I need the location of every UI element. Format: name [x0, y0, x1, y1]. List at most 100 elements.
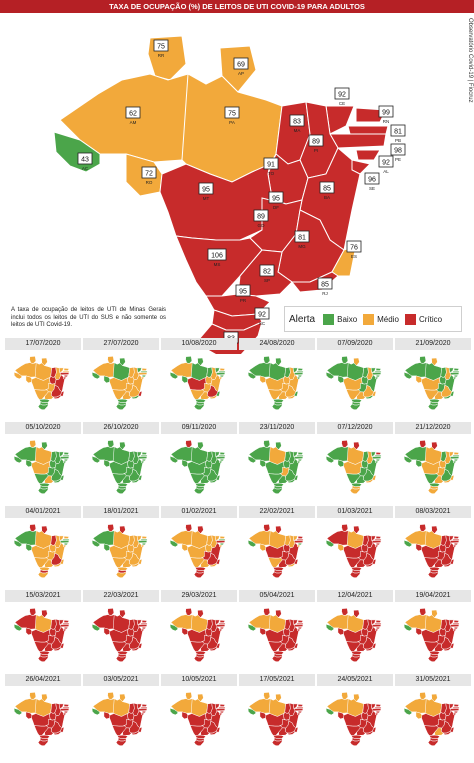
main-map: 75 RR 69 AP 62 AM 75 PA 43 AC 72 RO 83 MA 92 CE 99 RN 81 PB… [53, 35, 406, 354]
state-label-df: 95 DF [268, 191, 284, 210]
small-state-es [215, 390, 221, 397]
small-map [325, 524, 382, 578]
small-state-rj [442, 647, 452, 652]
state-al [355, 149, 381, 161]
small-map-date: 10/08/2020 [161, 338, 237, 350]
small-state-rs [37, 571, 49, 578]
small-map-cell: 24/08/2020 [239, 338, 315, 420]
state-label-pa: 75 PA [224, 106, 240, 125]
small-map-date: 17/07/2020 [5, 338, 81, 350]
small-state-al [219, 542, 225, 546]
small-state-es [215, 558, 221, 565]
small-map-cell: 01/03/2021 [317, 506, 393, 588]
small-map-cell: 10/05/2021 [161, 674, 237, 756]
small-state-ap [41, 693, 48, 702]
state-label-ap: 69 AP [233, 57, 249, 76]
small-state-ac [13, 455, 22, 464]
small-state-rr [107, 440, 115, 448]
small-state-rr [341, 608, 349, 616]
small-state-es [59, 474, 65, 481]
value-box [268, 191, 284, 204]
small-state-rs [349, 739, 361, 746]
small-state-ap [119, 441, 126, 450]
small-state-mt [265, 713, 285, 727]
small-state-al [297, 626, 303, 630]
small-state-rs [193, 487, 205, 494]
state-value: 82 [263, 269, 271, 276]
small-state-rr [185, 440, 193, 448]
small-state-al [297, 710, 303, 714]
small-state-rr [341, 524, 349, 532]
small-map [13, 692, 70, 746]
small-state-rn [453, 535, 460, 539]
state-value: 85 [321, 282, 329, 289]
small-state-al [141, 374, 147, 378]
small-state-ac [91, 539, 100, 548]
state-abbr: SC [259, 321, 266, 326]
small-state-rr [419, 692, 427, 700]
legend-item-baixo: Baixo [323, 313, 357, 325]
small-map-cell: 31/05/2021 [395, 674, 471, 756]
small-state-rr [107, 356, 115, 364]
state-label-sc: 92 SC [254, 307, 270, 326]
small-state-rs [115, 403, 127, 410]
small-state-mt [421, 629, 441, 643]
small-map [169, 356, 226, 410]
small-state-ac [169, 455, 178, 464]
state-value: 75 [157, 44, 165, 51]
small-state-al [375, 374, 381, 378]
small-map [169, 524, 226, 578]
state-label-to: 91 TO [263, 157, 279, 176]
small-map-cell: 29/03/2021 [161, 590, 237, 672]
small-state-ac [247, 455, 256, 464]
small-map-cell: 26/10/2020 [83, 422, 159, 504]
small-state-al [453, 542, 459, 546]
state-rn [355, 107, 387, 123]
state-value: 95 [202, 187, 210, 194]
small-state-rn [63, 367, 70, 371]
small-state-rj [442, 563, 452, 568]
small-state-rj [286, 731, 296, 736]
small-state-al [219, 626, 225, 630]
state-value: 75 [228, 111, 236, 118]
small-state-mt [31, 461, 51, 475]
small-state-rj [364, 395, 374, 400]
state-abbr: RO [146, 180, 153, 185]
small-map-date: 01/02/2021 [161, 506, 237, 518]
small-state-rr [263, 692, 271, 700]
small-state-al [141, 626, 147, 630]
small-state-rj [364, 563, 374, 568]
small-state-rs [349, 403, 361, 410]
small-state-ac [325, 539, 334, 548]
small-map-date: 12/04/2021 [317, 590, 393, 602]
value-box [233, 57, 249, 70]
small-state-al [453, 710, 459, 714]
small-map-date: 22/03/2021 [83, 590, 159, 602]
small-map [169, 692, 226, 746]
small-map [325, 692, 382, 746]
state-abbr: RJ [322, 291, 328, 296]
small-map-date: 24/08/2020 [239, 338, 315, 350]
value-box [378, 155, 394, 168]
state-value: 95 [239, 289, 247, 296]
small-state-rr [107, 608, 115, 616]
small-state-rj [208, 479, 218, 484]
small-state-al [375, 458, 381, 462]
state-value: 81 [298, 235, 306, 242]
small-state-mt [421, 545, 441, 559]
small-state-es [371, 474, 377, 481]
state-label-rr: 75 RR [153, 39, 169, 58]
small-state-es [137, 558, 143, 565]
small-map [247, 356, 304, 410]
small-state-ac [325, 623, 334, 632]
small-state-rj [286, 479, 296, 484]
value-box [364, 172, 380, 185]
state-pe [329, 133, 387, 149]
legend-label: Crítico [418, 314, 443, 324]
value-box [390, 143, 406, 156]
state-label-go: 89 GO [253, 209, 269, 228]
small-map [91, 440, 148, 494]
small-state-rn [297, 703, 304, 707]
small-state-rn [375, 451, 382, 455]
small-state-mt [187, 545, 207, 559]
